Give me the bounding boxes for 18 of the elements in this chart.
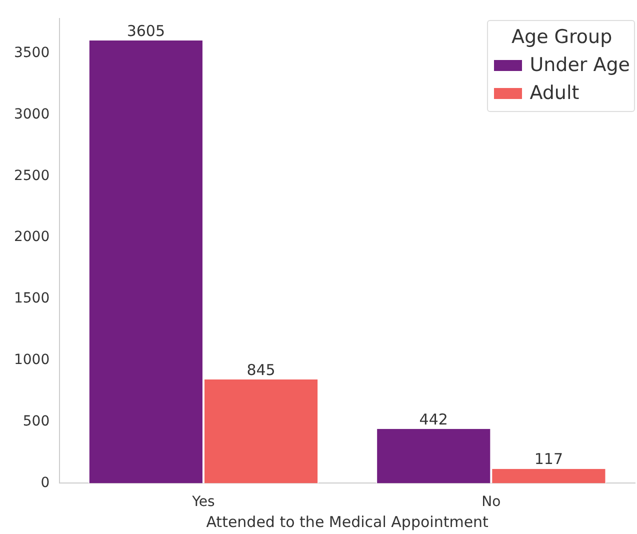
y-tick-label: 500	[22, 413, 50, 430]
y-tick-label: 3000	[14, 106, 50, 122]
x-tick-label: Yes	[191, 494, 215, 510]
x-axis-title: Attended to the Medical Appointment	[206, 512, 489, 531]
x-tick-label: No	[482, 494, 501, 510]
y-tick-label: 3500	[14, 45, 50, 62]
y-tick-label: 2500	[14, 168, 50, 184]
y-tick-label: 0	[40, 474, 50, 491]
data-label: 845	[246, 360, 276, 379]
legend-label: Adult	[530, 81, 580, 106]
legend-label: Under Age	[530, 53, 630, 78]
data-label: 442	[419, 410, 448, 428]
legend-title: Age Group	[510, 25, 614, 50]
data-label: 3605	[126, 22, 166, 40]
y-tick-label: 1500	[14, 290, 50, 307]
y-tick-label: 2000	[14, 229, 50, 246]
y-tick-label: 1000	[14, 352, 50, 368]
data-label: 117	[534, 450, 564, 468]
